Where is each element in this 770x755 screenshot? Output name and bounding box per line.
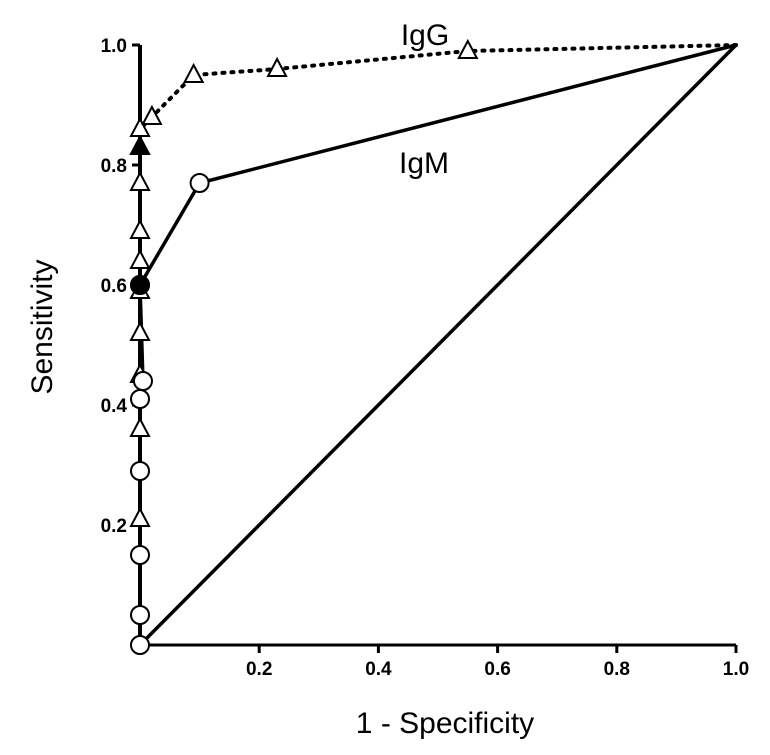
igm-series-label: IgM <box>399 147 449 180</box>
igm-point <box>130 461 150 481</box>
x-tick-label: 0.4 <box>365 659 392 680</box>
igg-point <box>129 416 151 437</box>
x-axis-title: 1 - Specificity <box>356 707 534 740</box>
x-tick-label: 0.6 <box>484 659 510 680</box>
y-axis-title: Sensitivity <box>26 259 59 394</box>
y-tick-label: 0.2 <box>101 516 127 537</box>
igg-point <box>182 62 205 83</box>
igm-point <box>130 389 150 409</box>
y-tick-label: 0.6 <box>101 276 127 297</box>
igg-point <box>129 248 151 269</box>
igg-point <box>129 506 151 527</box>
igm-point <box>132 371 153 391</box>
igm-point <box>130 545 150 565</box>
x-tick-label: 0.8 <box>604 659 630 680</box>
igg-point <box>266 56 288 77</box>
igg-filled-point <box>129 134 151 155</box>
series-lines <box>138 43 738 647</box>
igg-series-label: IgG <box>401 19 449 52</box>
diagonal-reference-line <box>138 43 738 647</box>
series-markers <box>129 38 479 655</box>
igg-point <box>129 170 151 191</box>
igg-point <box>129 218 151 239</box>
x-tick-label: 0.2 <box>246 659 272 680</box>
igm-point <box>130 635 150 655</box>
y-tick-label: 0.8 <box>101 156 127 177</box>
x-tick-label: 1.0 <box>723 659 749 680</box>
igg-point <box>141 104 163 125</box>
y-tick-label: 1.0 <box>101 36 127 57</box>
igm-point <box>189 173 210 193</box>
igm-point <box>130 605 150 625</box>
y-tick-label: 0.4 <box>101 396 128 417</box>
igg-point <box>129 320 151 341</box>
igm-filled-point <box>130 275 150 295</box>
igg-point <box>457 38 479 59</box>
ticks: 0.2 0.4 0.6 0.8 1.0 0.2 0.4 0.6 0.8 1.0 <box>101 36 750 680</box>
